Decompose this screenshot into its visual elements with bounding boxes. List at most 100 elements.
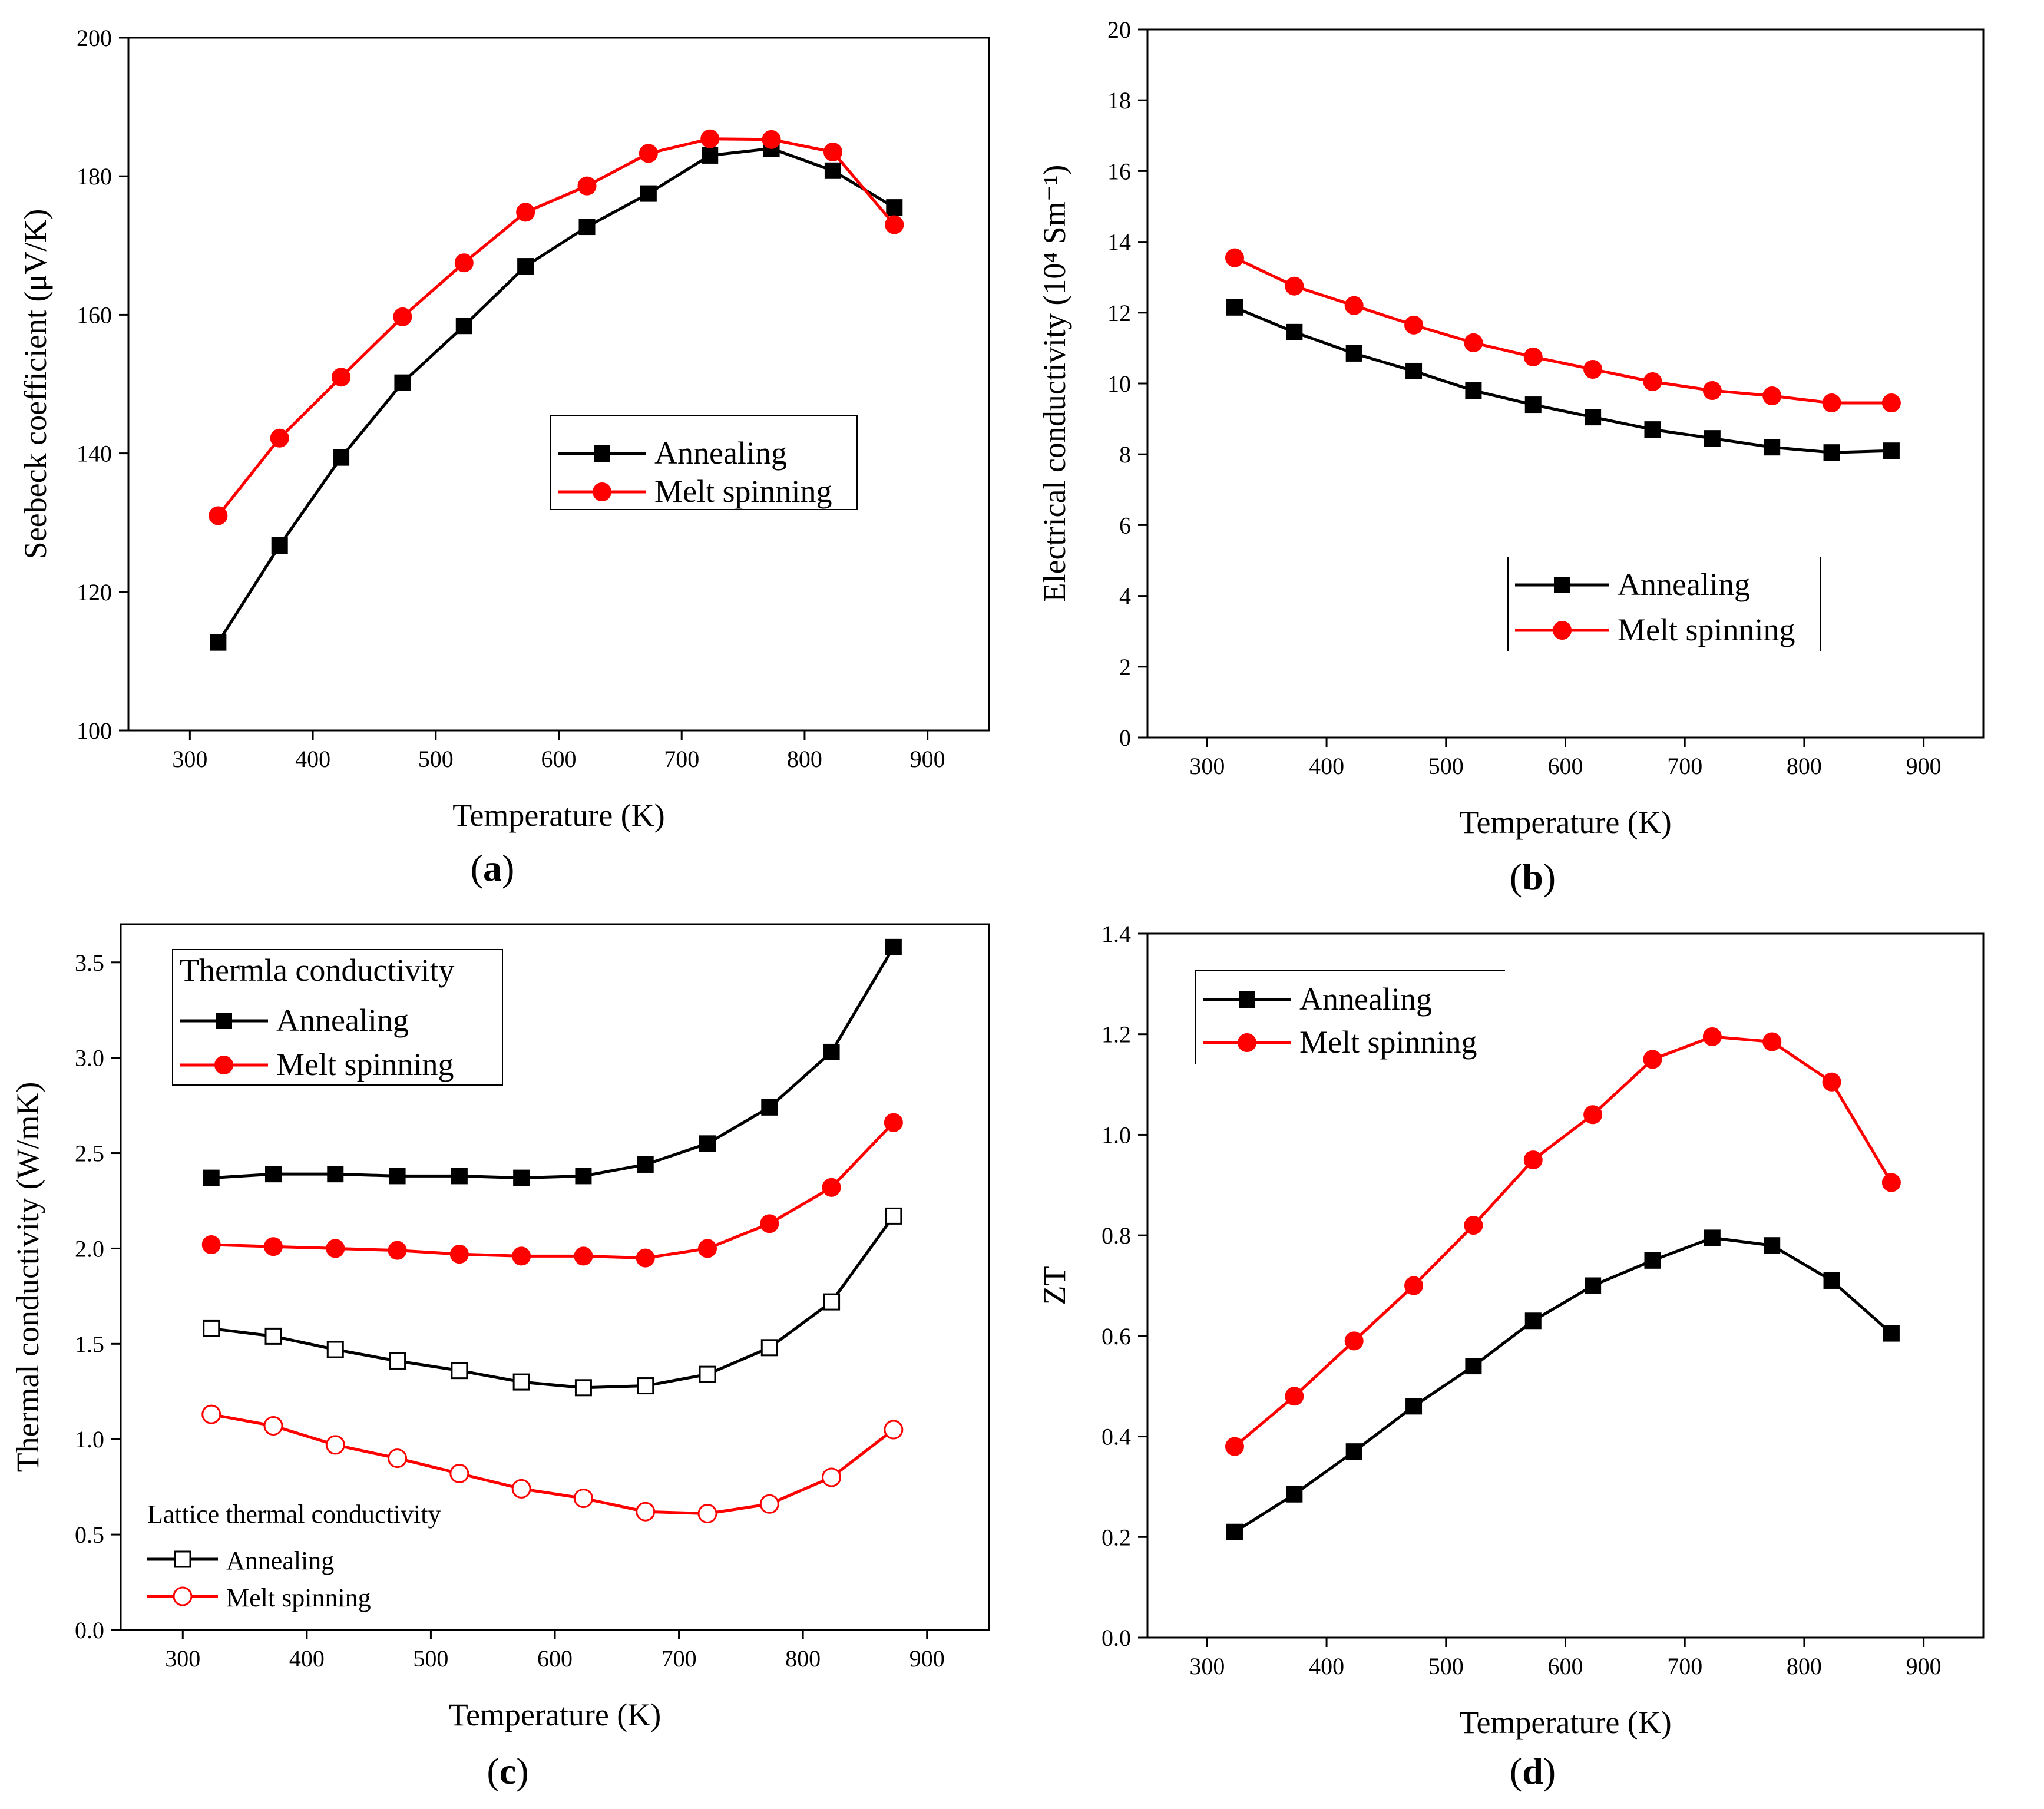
data-point: [575, 1168, 592, 1185]
legend-label: Melt spinning: [1618, 612, 1795, 647]
panel-label: (b): [1510, 856, 1556, 898]
legend-marker: [173, 1586, 193, 1606]
data-point: [455, 318, 472, 335]
data-point: [1464, 1216, 1483, 1235]
x-axis: 300 400 500 600 700 800 900: [172, 730, 945, 772]
y-tick-label: 20: [1107, 16, 1131, 43]
x-tick-label: 700: [662, 1645, 697, 1672]
x-axis: 300 400 500 600 700 800 900: [1189, 1638, 1942, 1679]
legend-marker: [174, 1550, 191, 1568]
data-point: [1881, 393, 1901, 413]
data-point: [1823, 1272, 1840, 1289]
series-line: [211, 946, 895, 1180]
y-tick-label: 6: [1119, 512, 1131, 538]
series-line: [211, 1215, 895, 1390]
x-tick-label: 900: [910, 746, 945, 772]
y-axis-title: Thermal conductivity (W/mK): [10, 1082, 45, 1473]
data-point: [1226, 299, 1243, 316]
y-tick-label: 0.6: [1102, 1323, 1131, 1350]
panel-letter: c: [500, 1750, 516, 1792]
data-point: [759, 1494, 779, 1514]
data-point: [1644, 421, 1661, 438]
legend-label: Annealing: [1618, 567, 1750, 602]
data-point: [884, 1113, 903, 1132]
data-point: [1225, 248, 1244, 267]
series-1: [1226, 1229, 1900, 1540]
data-point: [699, 1135, 716, 1152]
data-point: [333, 449, 350, 466]
panel-letter: a: [483, 847, 502, 889]
data-point: [762, 130, 781, 149]
data-point: [1585, 1277, 1602, 1294]
y-axis: 0.0 0.2 0.4 0.6 0.8 1.0 1.2 1.4: [1102, 921, 1147, 1651]
data-point: [264, 1327, 282, 1345]
data-point: [1404, 315, 1424, 335]
y-tick-label: 0.8: [1102, 1222, 1131, 1249]
panel-d: 300 400 500 600 700 800 900 0.0 0.2 0.4 0.6 0.8 1.0 1…: [1037, 921, 1985, 1792]
y-tick-label: 16: [1107, 158, 1131, 184]
data-point: [577, 176, 597, 196]
data-point: [1524, 396, 1542, 414]
panels: 300 400 500 600 700 800 900100120140160180200T…: [10, 16, 1985, 1792]
x-tick-label: 400: [289, 1645, 325, 1672]
series-line: [1234, 306, 1891, 454]
data-point: [451, 1168, 468, 1185]
data-point: [698, 1239, 717, 1258]
data-point: [516, 203, 535, 222]
y-tick-label: 3.5: [75, 950, 104, 976]
y-tick-label: 160: [77, 302, 112, 328]
data-point: [637, 1377, 654, 1395]
y-tick-label: 12: [1107, 300, 1131, 326]
x-tick-label: 300: [1189, 1653, 1225, 1679]
y-tick-label: 0.4: [1102, 1424, 1131, 1450]
x-tick-label: 300: [165, 1645, 200, 1672]
data-point: [885, 1207, 902, 1225]
legend-label: Annealing: [226, 1546, 334, 1575]
y-tick-label: 4: [1119, 583, 1131, 610]
legend-entry: Melt spinning: [180, 1047, 454, 1082]
x-tick-label: 400: [1309, 753, 1344, 779]
legend-marker: [214, 1056, 233, 1074]
data-point: [1225, 1437, 1244, 1456]
data-point: [640, 185, 657, 202]
x-axis-title: Temperature (K): [452, 798, 665, 833]
x-tick-label: 900: [909, 1645, 945, 1672]
data-point: [1405, 1398, 1423, 1415]
data-point: [389, 1168, 406, 1185]
x-tick-label: 900: [1906, 1653, 1942, 1679]
x-tick-label: 600: [537, 1645, 573, 1672]
data-point: [1643, 1050, 1662, 1069]
data-point: [1523, 347, 1543, 366]
data-point: [1704, 430, 1721, 447]
data-point: [1881, 1173, 1901, 1192]
legend-marker: [593, 482, 611, 501]
data-point: [209, 506, 228, 525]
y-axis: 0 2 4 6 8 10 12 14 16 18 20: [1107, 16, 1147, 751]
legend: Thermla conductivity Annealing Melt spinni…: [172, 949, 503, 1086]
legend-marker: [1553, 621, 1572, 640]
data-point: [823, 1293, 841, 1311]
data-point: [454, 253, 474, 273]
data-point: [1286, 1486, 1303, 1503]
data-point: [511, 1479, 531, 1499]
legend-marker: [594, 445, 610, 462]
y-tick-label: 0.0: [1102, 1625, 1131, 1651]
data-point: [1405, 362, 1423, 379]
x-tick-label: 800: [1787, 753, 1822, 779]
legend-label: Annealing: [654, 435, 787, 471]
legend-entry: Annealing: [1515, 567, 1750, 602]
y-tick-label: 200: [77, 25, 112, 51]
series-line: [1233, 1035, 1893, 1448]
y-axis-title: ZT: [1037, 1266, 1072, 1305]
data-point: [574, 1246, 593, 1266]
data-point: [760, 1214, 779, 1233]
data-point: [451, 1362, 468, 1380]
data-point: [884, 1420, 904, 1440]
x-tick-label: 500: [1428, 753, 1464, 779]
data-point: [513, 1169, 530, 1186]
y-tick-label: 10: [1107, 371, 1131, 397]
series-1: [203, 938, 902, 1186]
legend-marker: [216, 1013, 232, 1029]
legend-entry: Annealing: [1203, 981, 1432, 1017]
